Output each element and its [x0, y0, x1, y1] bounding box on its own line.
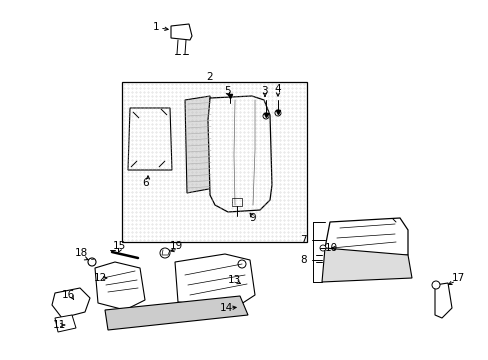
Text: 5: 5 — [224, 86, 230, 96]
Text: 10: 10 — [325, 243, 337, 253]
Bar — [231, 198, 242, 206]
Circle shape — [238, 260, 245, 268]
Text: 3: 3 — [261, 86, 267, 96]
Polygon shape — [52, 288, 90, 318]
Circle shape — [160, 248, 170, 258]
Circle shape — [88, 258, 96, 266]
Text: 14: 14 — [220, 303, 233, 313]
Polygon shape — [175, 254, 254, 308]
Text: 8: 8 — [299, 255, 306, 265]
Text: 4: 4 — [273, 84, 280, 94]
Text: 15: 15 — [113, 241, 126, 251]
Text: 17: 17 — [451, 273, 464, 283]
Polygon shape — [95, 262, 145, 310]
Text: 13: 13 — [227, 275, 241, 285]
Polygon shape — [171, 24, 192, 40]
Text: 9: 9 — [248, 213, 255, 223]
Polygon shape — [55, 315, 76, 332]
Text: 18: 18 — [75, 248, 88, 258]
Polygon shape — [105, 296, 247, 330]
Circle shape — [274, 110, 281, 116]
Text: 12: 12 — [94, 273, 107, 283]
Text: 1: 1 — [153, 22, 159, 32]
Text: 16: 16 — [62, 290, 75, 300]
Circle shape — [263, 113, 268, 119]
Text: 2: 2 — [205, 72, 212, 82]
Text: 11: 11 — [53, 320, 66, 330]
Polygon shape — [434, 283, 451, 318]
Polygon shape — [207, 96, 271, 212]
Polygon shape — [184, 96, 214, 193]
Polygon shape — [128, 108, 172, 170]
Bar — [122, 82, 306, 242]
Polygon shape — [321, 248, 411, 282]
Polygon shape — [325, 218, 407, 260]
Text: 19: 19 — [170, 241, 183, 251]
Text: 6: 6 — [142, 178, 148, 188]
Circle shape — [431, 281, 439, 289]
Circle shape — [319, 245, 325, 251]
Text: 7: 7 — [299, 235, 306, 245]
